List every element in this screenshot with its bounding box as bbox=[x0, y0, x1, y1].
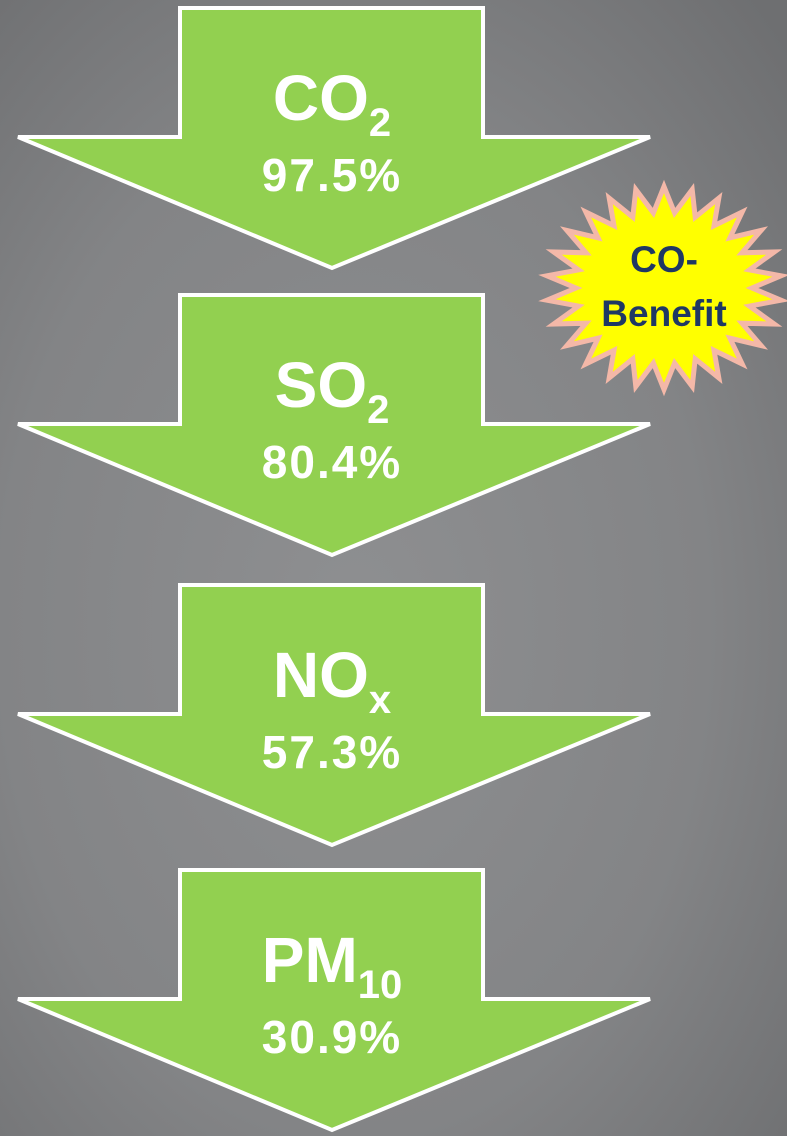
co-benefit-badge: CO- Benefit bbox=[538, 179, 787, 397]
badge-text: CO- bbox=[630, 239, 698, 280]
arrow-shape bbox=[17, 583, 651, 848]
reduction-value: 80.4% bbox=[262, 436, 402, 488]
formula-base: NO bbox=[273, 639, 369, 711]
badge-text: Benefit bbox=[601, 293, 726, 334]
reduction-value: 30.9% bbox=[262, 1011, 402, 1063]
formula-base: CO bbox=[273, 62, 369, 134]
formula: CO2 bbox=[273, 62, 391, 145]
formula-subscript: 2 bbox=[369, 101, 391, 145]
arrow-shape bbox=[17, 868, 651, 1133]
formula: PM10 bbox=[262, 924, 403, 1007]
formula: SO2 bbox=[275, 349, 390, 432]
arrow-shape bbox=[17, 6, 651, 271]
arrow-shape bbox=[17, 293, 651, 558]
formula-subscript: 10 bbox=[358, 963, 403, 1007]
formula-base: SO bbox=[275, 349, 367, 421]
formula-base: PM bbox=[262, 924, 358, 996]
formula: NOx bbox=[273, 639, 391, 722]
formula-subscript: x bbox=[369, 678, 391, 722]
reduction-value: 97.5% bbox=[262, 149, 402, 201]
reduction-value: 57.3% bbox=[262, 726, 402, 778]
starburst bbox=[538, 179, 787, 397]
formula-subscript: 2 bbox=[367, 388, 389, 432]
